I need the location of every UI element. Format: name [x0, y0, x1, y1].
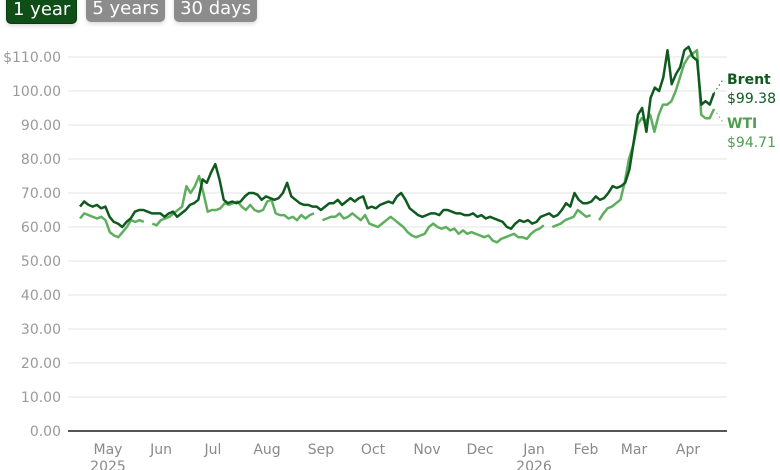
wti-value: $94.71 — [727, 135, 776, 151]
x-tick-label: Sep — [308, 442, 335, 458]
y-axis-labels: $110.00 100.00 90.00 80.00 70.00 60.00 50.00 40… — [3, 50, 61, 440]
y-tick-label: 10.00 — [21, 390, 61, 406]
x-tick-label: Dec — [466, 442, 493, 458]
y-tick-label: 40.00 — [21, 288, 61, 304]
tab-1-year[interactable]: 1 year — [6, 0, 78, 24]
x-tick-label: Apr — [676, 442, 700, 458]
x-tick-label: Oct — [361, 442, 386, 458]
y-tick-label: 90.00 — [21, 118, 61, 134]
x-tick-label: May — [94, 442, 123, 458]
x-tick-label: Aug — [253, 442, 280, 458]
y-tick-label: 0.00 — [30, 424, 61, 440]
x-tick-label: Nov — [413, 442, 440, 458]
x-tick-year: 2025 — [90, 459, 126, 470]
x-tick-label: Jan — [522, 442, 545, 458]
x-tick-label: Jun — [149, 442, 172, 458]
wti-label: WTI — [727, 116, 757, 132]
y-tick-label: 30.00 — [21, 322, 61, 338]
y-tick-label: 20.00 — [21, 356, 61, 372]
x-tick-label: Jul — [204, 442, 222, 458]
x-tick-label: Feb — [574, 442, 599, 458]
x-tick-label: Mar — [621, 442, 648, 458]
brent-label: Brent — [727, 72, 771, 88]
y-tick-label: 60.00 — [21, 220, 61, 236]
brent-line — [79, 45, 716, 230]
tab-30-days[interactable]: 30 days — [174, 0, 258, 22]
y-tick-label: 50.00 — [21, 254, 61, 270]
gridlines — [68, 56, 727, 398]
x-tick-year: 2026 — [516, 459, 552, 470]
wti-leader-line — [713, 108, 725, 125]
tab-5-years[interactable]: 5 years — [86, 0, 166, 22]
y-tick-label: 70.00 — [21, 186, 61, 202]
range-tabs: 1 year 5 years 30 days — [6, 0, 258, 24]
y-tick-label: 80.00 — [21, 152, 61, 168]
brent-leader-line — [713, 77, 725, 94]
y-tick-label: $110.00 — [3, 50, 61, 66]
brent-value: $99.38 — [727, 91, 776, 107]
y-tick-label: 100.00 — [12, 84, 61, 100]
